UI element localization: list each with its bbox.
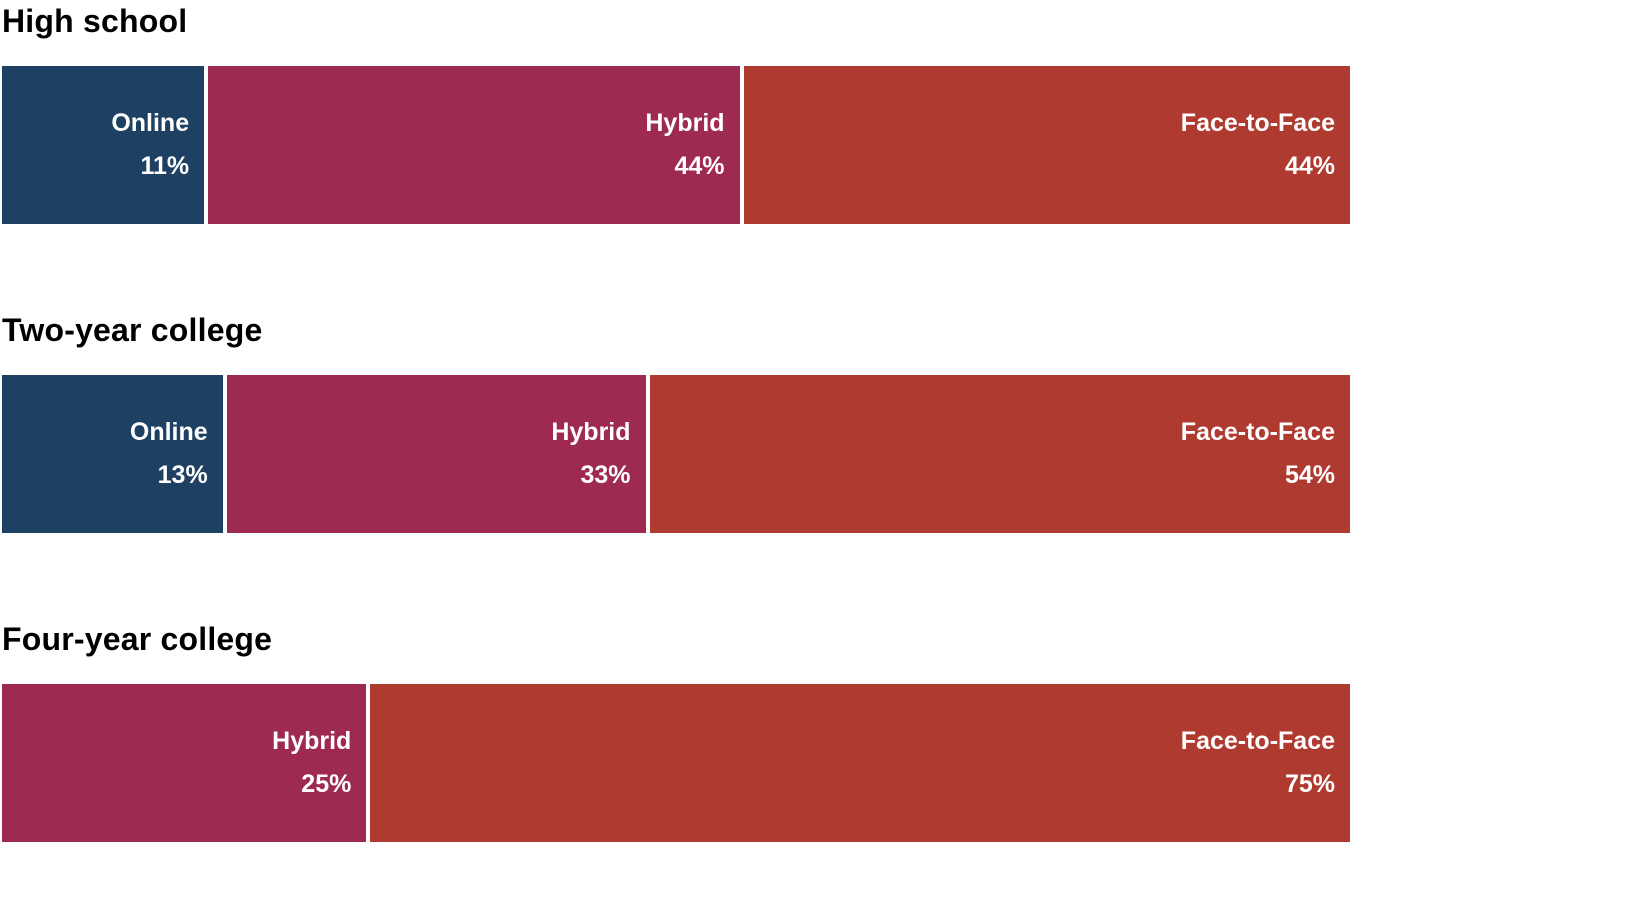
bar-segment: Face-to-Face 54% [649, 375, 1350, 533]
chart-section: Four-year college Hybrid 25% Face-to-Fac… [2, 620, 1632, 842]
segment-category-label: Hybrid [551, 418, 631, 446]
chart-section: High school Online 11% Hybrid 44% Face-t… [2, 2, 1632, 224]
section-title: High school [2, 3, 188, 39]
segment-value-label: 54% [1284, 461, 1335, 489]
bar-segment: Hybrid 33% [226, 375, 646, 533]
segment-value-label: 13% [157, 461, 208, 489]
stacked-bar: Online 13% Hybrid 33% Face-to-Face 54% [2, 375, 1350, 533]
bar-segment: Online 13% [2, 375, 223, 533]
chart-section: Two-year college Online 13% Hybrid 33% F… [2, 311, 1632, 533]
section-title: Two-year college [2, 312, 263, 348]
segment-category-label: Face-to-Face [1180, 727, 1336, 755]
bar-segment: Hybrid 25% [2, 684, 367, 842]
segment-value-label: 33% [580, 461, 631, 489]
stacked-bar-chart: High school Online 11% Hybrid 44% Face-t… [2, 2, 1632, 842]
segment-value-label: 44% [1284, 152, 1336, 180]
segment-category-label: Face-to-Face [1180, 109, 1336, 137]
segment-value-label: 11% [140, 152, 190, 180]
bar-segment: Face-to-Face 75% [370, 684, 1351, 842]
segment-category-label: Online [111, 109, 190, 137]
segment-category-label: Hybrid [645, 109, 725, 137]
segment-value-label: 75% [1284, 770, 1336, 798]
bar-segment: Hybrid 44% [208, 66, 740, 224]
segment-category-label: Hybrid [272, 727, 352, 755]
bar-segment: Face-to-Face 44% [743, 66, 1351, 224]
segment-value-label: 44% [674, 152, 725, 180]
section-title: Four-year college [2, 621, 273, 657]
stacked-bar: Hybrid 25% Face-to-Face 75% [2, 684, 1351, 842]
segment-category-label: Online [129, 418, 208, 446]
bar-segment: Online 11% [2, 66, 205, 224]
stacked-bar: Online 11% Hybrid 44% Face-to-Face 44% [2, 66, 1351, 224]
segment-category-label: Face-to-Face [1180, 418, 1335, 446]
segment-value-label: 25% [301, 770, 352, 798]
